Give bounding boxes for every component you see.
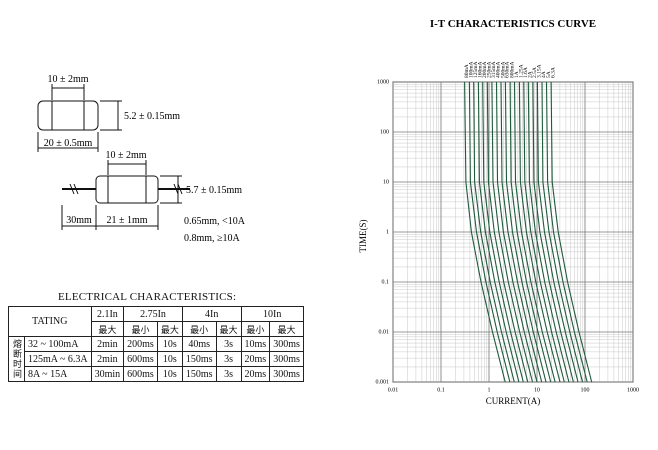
table-cell: 300ms xyxy=(269,366,304,382)
side-header: 熔断时间 xyxy=(8,336,25,382)
legend-label: 1.6A xyxy=(523,67,529,78)
x-tick-label: 0.1 xyxy=(437,387,445,393)
legend-label: 250mA xyxy=(487,61,493,78)
corner-cell: TATING xyxy=(8,306,92,337)
legend-label: 80mA xyxy=(464,64,470,78)
x-tick-label: 100 xyxy=(581,387,590,393)
legend-label: 2A xyxy=(528,71,534,78)
dim-label: 0.8mm, ≥10A xyxy=(184,233,241,244)
legend-label: 500mA xyxy=(500,61,506,78)
x-tick-label: 1 xyxy=(488,387,491,393)
it-curve xyxy=(491,81,534,383)
table-body: 熔断时间 32 ~ 100mA 2min 200ms 10s 40ms 3s 10ms 300m… xyxy=(8,336,304,382)
legend-label: 1A xyxy=(514,71,520,78)
dimension-drawings: 10 ± 2mm 5.2 ± 0.15mm 20 ± 0.5mm 10 ± 2m… xyxy=(37,74,246,244)
y-tick-label: 1 xyxy=(386,229,389,235)
y-tick-label: 0.001 xyxy=(376,379,390,385)
legend-label: 200mA xyxy=(482,61,488,78)
table-cell: 8A ~ 15A xyxy=(24,366,92,382)
dim-label: 21 ± 1mm xyxy=(106,215,147,226)
table-title: ELECTRICAL CHARACTERISTICS: xyxy=(58,291,237,303)
electrical-table: TATING 2.1In 2.75In 4In 10In 最大 最小 最大 最小… xyxy=(8,306,304,382)
legend-label: 160mA xyxy=(478,61,484,78)
it-curve xyxy=(495,81,538,383)
x-tick-label: 1000 xyxy=(627,387,639,393)
table-cell: 3s xyxy=(215,351,242,367)
legend-label: 5A xyxy=(546,71,552,78)
y-tick-label: 100 xyxy=(380,129,389,135)
x-tick-label: 0.01 xyxy=(388,387,399,393)
it-curve xyxy=(550,81,593,383)
legend-label: 400mA xyxy=(496,61,502,78)
table-cell: 3s xyxy=(215,366,242,382)
it-curve xyxy=(473,81,515,383)
y-tick-label: 10 xyxy=(383,179,389,185)
dim-label: 5.7 ± 0.15mm xyxy=(186,185,242,196)
chart-title: I-T CHARACTERISTICS CURVE xyxy=(430,18,596,30)
dim-label: 10 ± 2mm xyxy=(105,150,146,161)
it-curve xyxy=(464,81,506,383)
legend-label: 4A xyxy=(541,71,547,78)
it-curve xyxy=(513,81,556,383)
it-curve xyxy=(486,81,529,383)
it-curve xyxy=(509,81,552,383)
it-curve xyxy=(545,81,588,383)
it-curve xyxy=(536,81,579,383)
legend-label: 100mA xyxy=(469,61,475,78)
it-curve xyxy=(523,81,565,383)
it-curve xyxy=(500,81,543,383)
table-row: 8A ~ 15A 30min 600ms 10s 150ms 3s 20ms 300ms xyxy=(9,366,304,382)
it-curve xyxy=(541,81,584,383)
legend-label: 6.3A xyxy=(550,67,556,78)
it-curve xyxy=(477,81,520,383)
dim-label: 0.65mm, <10A xyxy=(184,216,246,227)
legend-label: 2.5A xyxy=(532,67,538,78)
legend-label: 1.25A xyxy=(519,64,525,78)
table-row: 125mA ~ 6.3A 2min 600ms 10s 150ms 3s 20ms 300ms xyxy=(9,351,304,367)
it-curve xyxy=(504,81,547,383)
it-curve xyxy=(527,81,570,383)
table-row: 熔断时间 32 ~ 100mA 2min 200ms 10s 40ms 3s 10ms 300m… xyxy=(8,336,304,382)
dim-label: 5.2 ± 0.15mm xyxy=(124,111,180,122)
y-tick-label: 0.01 xyxy=(379,329,390,335)
y-axis-label: TIME(S) xyxy=(358,220,368,253)
legend-label: 800mA xyxy=(509,61,515,78)
dim-label: 30mm xyxy=(66,215,92,226)
legend-label: 315mA xyxy=(491,61,497,78)
smd-fuse xyxy=(37,84,122,152)
table-cell: 150ms xyxy=(181,366,217,382)
it-curve xyxy=(468,81,511,383)
legend-label: 3.15A xyxy=(537,64,543,78)
it-curve xyxy=(518,81,561,383)
table-cell: 10s xyxy=(156,366,183,382)
x-axis-label: CURRENT(A) xyxy=(486,396,541,406)
legend-label: 125mA xyxy=(473,61,479,78)
y-tick-label: 0.1 xyxy=(382,279,390,285)
it-curve xyxy=(532,81,574,383)
dim-label: 20 ± 0.5mm xyxy=(44,138,93,149)
dim-label: 10 ± 2mm xyxy=(47,74,88,85)
table-cell: 30min xyxy=(90,366,125,382)
table-cell: 600ms xyxy=(123,366,158,382)
y-tick-label: 1000 xyxy=(377,79,389,85)
legend-label: 630mA xyxy=(505,61,511,78)
axial-fuse xyxy=(61,160,190,230)
x-tick-label: 10 xyxy=(534,387,540,393)
it-curve xyxy=(482,81,524,383)
